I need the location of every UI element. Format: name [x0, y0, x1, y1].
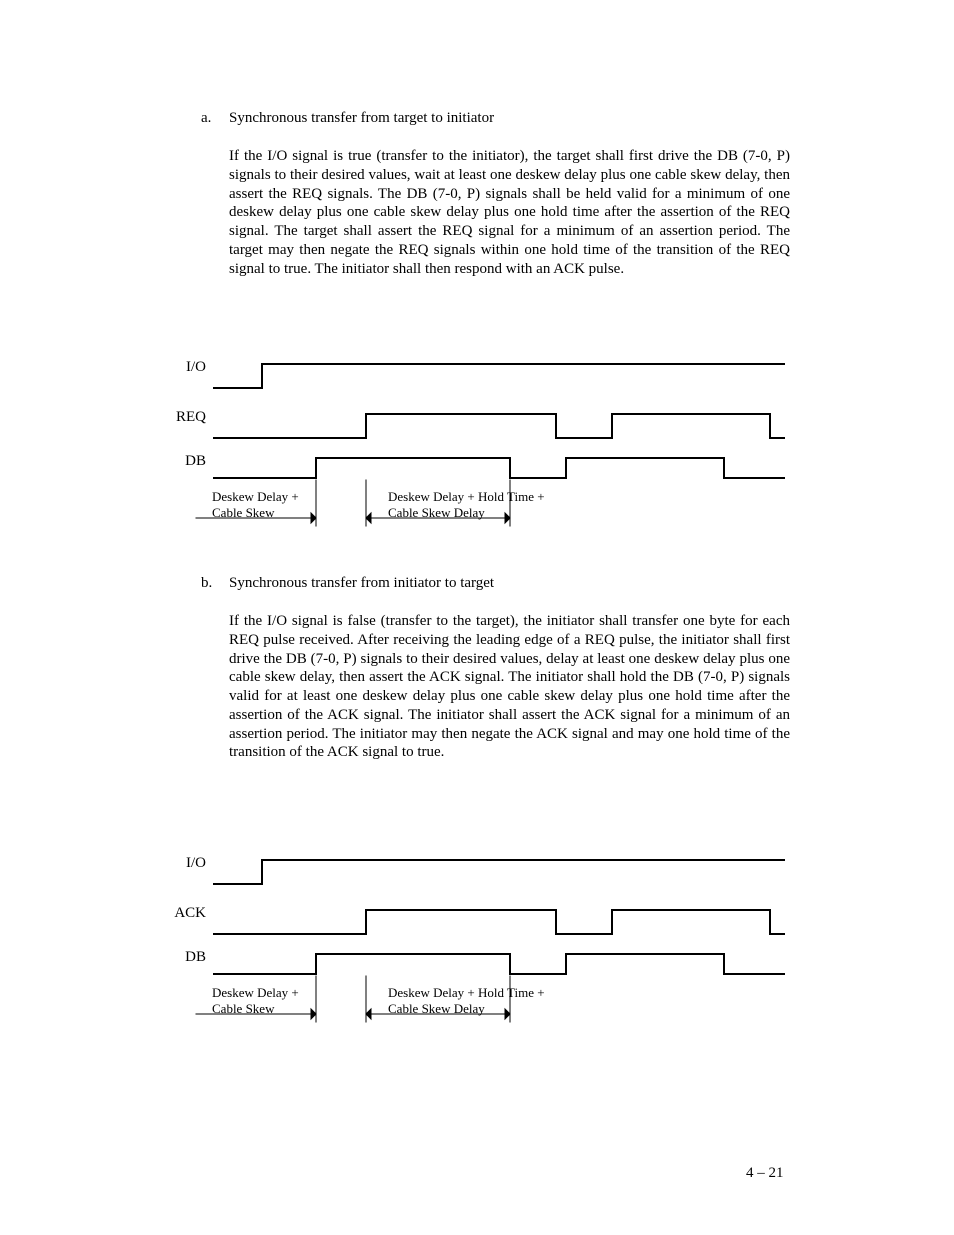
section-a-body: If the I/O signal is true (transfer to t…	[229, 147, 790, 278]
caption-a-right-2: Cable Skew Delay	[388, 504, 485, 522]
section-b-title: Synchronous transfer from initiator to t…	[229, 574, 494, 593]
caption-b-left-2: Cable Skew	[212, 1000, 274, 1018]
section-a-label: a.	[201, 109, 211, 128]
signal-label-ack-b: ACK	[166, 904, 206, 923]
signal-label-req-a: REQ	[166, 408, 206, 427]
page-number: 4 – 21	[746, 1164, 784, 1183]
caption-b-right-2: Cable Skew Delay	[388, 1000, 485, 1018]
section-a-title: Synchronous transfer from target to init…	[229, 109, 494, 128]
signal-label-io-b: I/O	[172, 854, 206, 873]
signal-label-db-a: DB	[172, 452, 206, 471]
caption-a-left-2: Cable Skew	[212, 504, 274, 522]
section-b-label: b.	[201, 574, 212, 593]
section-b-body: If the I/O signal is false (transfer to …	[229, 612, 790, 762]
timing-diagram-b: I/O ACK DB Deskew Delay + Cable Skew Des…	[176, 836, 796, 1036]
signal-label-db-b: DB	[172, 948, 206, 967]
timing-diagram-a: I/O REQ DB Deskew Delay + Cable Skew Des…	[176, 340, 796, 540]
signal-label-io-a: I/O	[172, 358, 206, 377]
page: a. Synchronous transfer from target to i…	[0, 0, 954, 1235]
